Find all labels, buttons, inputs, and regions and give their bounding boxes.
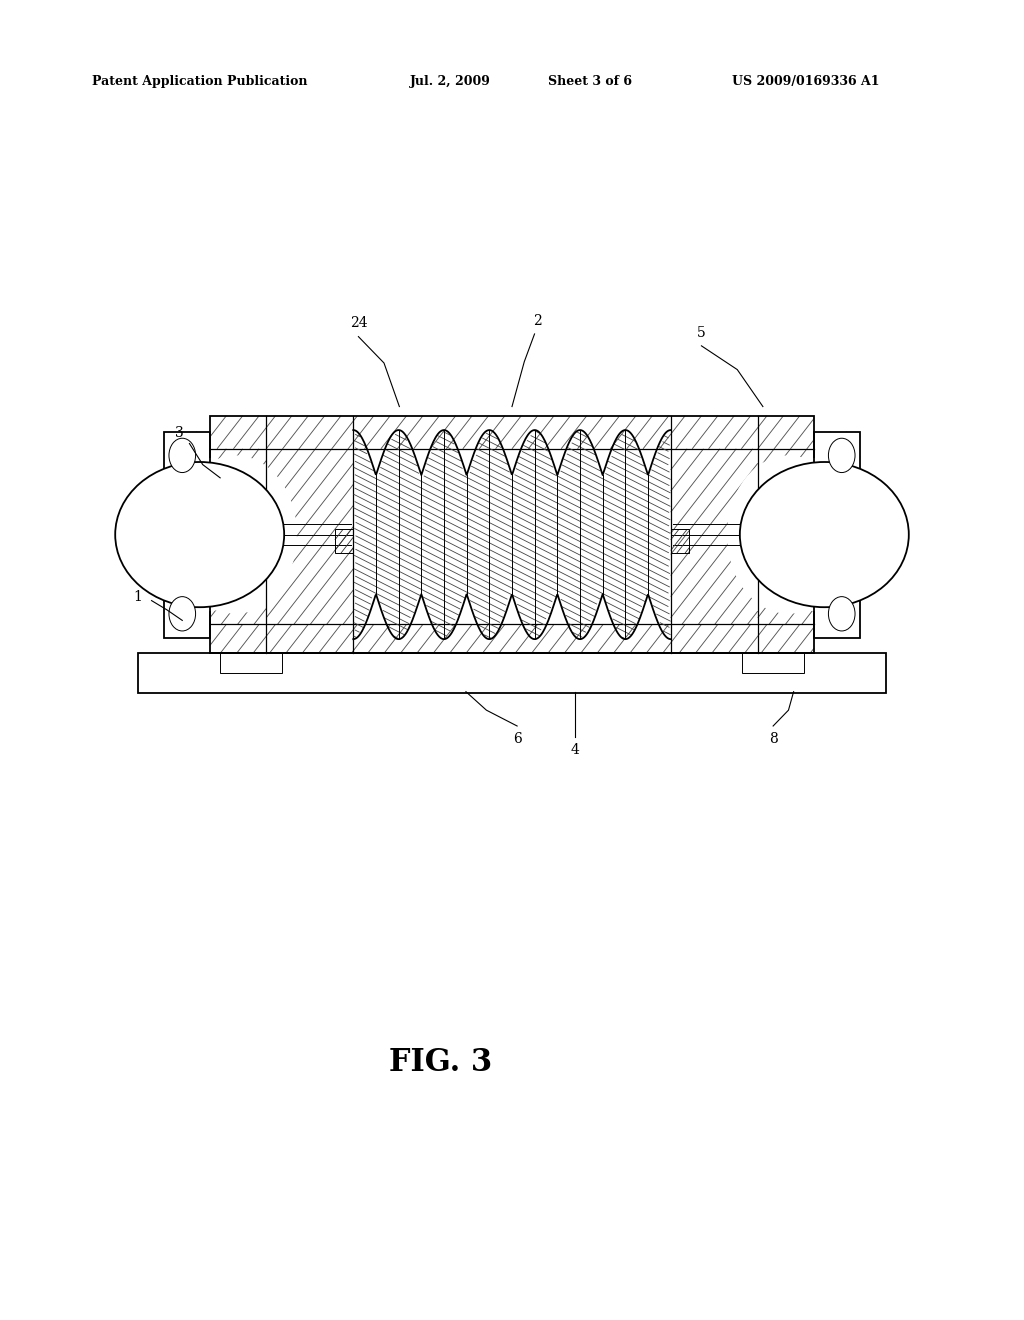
Text: 6: 6 — [513, 733, 521, 746]
Text: 2: 2 — [534, 314, 542, 327]
Text: 24: 24 — [349, 317, 368, 330]
Bar — [138, 653, 886, 693]
Circle shape — [169, 438, 196, 473]
Bar — [671, 529, 689, 553]
Bar — [220, 653, 282, 673]
Circle shape — [148, 458, 267, 611]
Text: 4: 4 — [571, 743, 580, 756]
Text: 8: 8 — [769, 733, 777, 746]
Text: US 2009/0169336 A1: US 2009/0169336 A1 — [732, 75, 880, 88]
Text: FIG. 3: FIG. 3 — [389, 1047, 492, 1078]
Text: Jul. 2, 2009: Jul. 2, 2009 — [410, 75, 490, 88]
Bar — [742, 653, 804, 673]
Bar — [164, 432, 210, 638]
Ellipse shape — [739, 462, 909, 607]
Text: 3: 3 — [175, 426, 183, 440]
Circle shape — [727, 455, 850, 614]
Bar — [335, 529, 353, 553]
Text: 5: 5 — [697, 326, 706, 339]
Text: 1: 1 — [134, 590, 142, 603]
Circle shape — [757, 458, 876, 611]
Ellipse shape — [115, 462, 285, 607]
Circle shape — [828, 597, 855, 631]
Bar — [814, 432, 860, 638]
Text: Sheet 3 of 6: Sheet 3 of 6 — [548, 75, 632, 88]
Circle shape — [169, 597, 196, 631]
Circle shape — [828, 438, 855, 473]
Circle shape — [174, 455, 297, 614]
Text: Patent Application Publication: Patent Application Publication — [92, 75, 307, 88]
Bar — [210, 416, 814, 653]
